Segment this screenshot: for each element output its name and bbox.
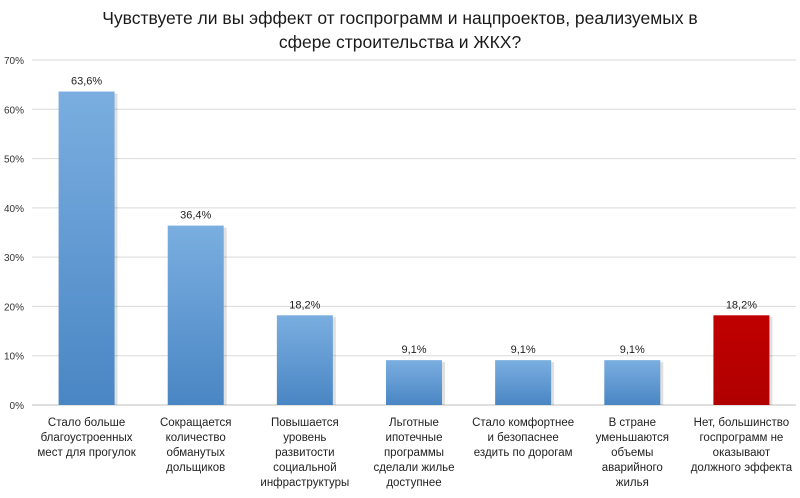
x-tick-label: уменьшаются: [596, 432, 669, 444]
data-label: 9,1%: [401, 344, 426, 356]
x-tick-label: госпрограмм не: [699, 432, 783, 444]
data-label: 18,2%: [289, 299, 320, 311]
x-tick-label: доступнее: [386, 477, 441, 489]
data-label: 9,1%: [620, 344, 645, 356]
x-tick-label: ездить по дорогам: [474, 447, 573, 459]
y-tick-label: 50%: [4, 155, 24, 166]
y-tick-label: 30%: [4, 253, 24, 264]
x-tick-label: оказывают: [713, 447, 771, 459]
x-tick-label: мест для прогулок: [37, 447, 136, 459]
x-tick-label: Нет, большинство: [694, 417, 790, 429]
x-tick-label: объемы: [611, 447, 653, 459]
bar: [386, 360, 442, 405]
data-label: 63,6%: [71, 76, 102, 88]
x-tick-label: Повышается: [271, 417, 339, 429]
bar: [495, 360, 552, 405]
y-tick-label: 40%: [4, 204, 24, 215]
x-tick-label: Льготные: [389, 417, 439, 429]
x-tick-label: развитости: [275, 447, 334, 459]
y-tick-label: 20%: [4, 302, 24, 313]
bar: [604, 360, 661, 405]
y-tick-label: 70%: [4, 56, 24, 67]
x-tick-label: обманутых: [167, 447, 226, 459]
bar: [58, 91, 115, 406]
x-tick-label: должного эффекта: [691, 462, 793, 474]
x-tick-label: сделали жилье: [373, 462, 454, 474]
x-tick-label: В стране: [609, 417, 656, 429]
data-label: 9,1%: [511, 344, 536, 356]
x-tick-label: дольщиков: [166, 462, 225, 474]
x-tick-label: аварийного: [602, 462, 663, 474]
data-label: 18,2%: [726, 299, 757, 311]
x-tick-label: уровень: [283, 432, 326, 444]
chart-title-line-1: Чувствуете ли вы эффект от госпрограмм и…: [102, 8, 698, 28]
bar: [167, 225, 224, 405]
x-tick-label: социальной: [273, 462, 337, 474]
y-tick-label: 60%: [4, 105, 24, 116]
x-tick-label: количество: [166, 432, 226, 444]
x-tick-label: ипотечные: [386, 432, 443, 444]
x-tick-label: благоустроенных: [41, 432, 133, 444]
data-label: 36,4%: [180, 210, 211, 222]
x-tick-label: и безопаснее: [488, 432, 559, 444]
y-tick-label: 0%: [10, 401, 25, 412]
y-tick-label: 10%: [4, 352, 24, 363]
x-tick-label: инфраструктуры: [260, 477, 349, 489]
x-tick-label: программы: [384, 447, 444, 459]
x-tick-label: Стало больше: [48, 417, 125, 429]
bar: [713, 315, 770, 405]
x-tick-label: Сокращается: [160, 417, 232, 429]
x-tick-label: Стало комфортнее: [472, 417, 574, 429]
bar: [276, 315, 333, 405]
chart-title: Чувствуете ли вы эффект от госпрограмм и…: [40, 6, 760, 54]
chart-title-line-2: сфере строительства и ЖКХ?: [278, 32, 522, 52]
x-tick-label: жилья: [616, 477, 649, 489]
